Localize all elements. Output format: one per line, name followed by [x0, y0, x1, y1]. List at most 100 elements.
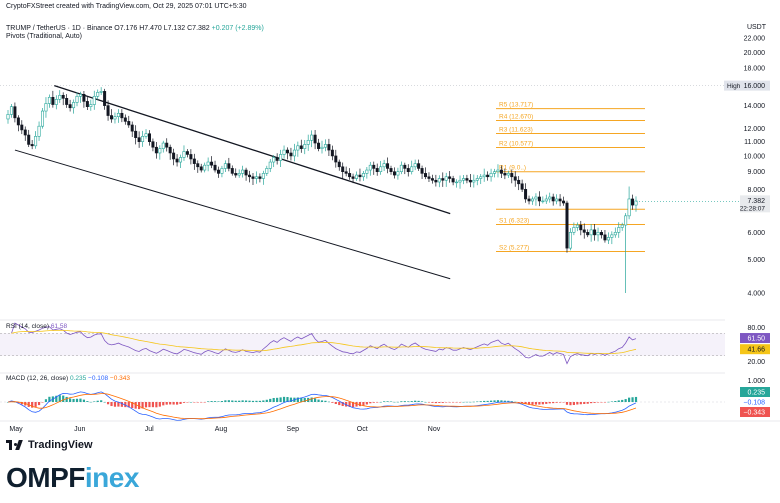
candle-body — [99, 91, 103, 93]
candle-body — [482, 174, 486, 178]
candle-body — [541, 200, 545, 203]
macd-histogram-bar — [217, 401, 220, 402]
macd-histogram-bar — [569, 402, 572, 406]
candle-body — [151, 141, 155, 148]
candle-body — [147, 133, 151, 142]
candle-body — [41, 110, 45, 127]
descending-channel — [14, 85, 451, 280]
candle-body — [310, 134, 314, 141]
macd-histogram-bar — [545, 402, 548, 404]
omp-finex-logo: OMPFinex — [6, 462, 139, 493]
candle-body — [20, 124, 24, 131]
candle-body — [627, 198, 631, 217]
candle-body — [330, 149, 334, 157]
candle-body — [9, 106, 13, 115]
low-value: L7.132 — [163, 25, 186, 32]
macd-histogram-bar — [448, 402, 451, 403]
candle-body — [6, 114, 10, 120]
macd-histogram-bar — [417, 400, 420, 402]
candle-body — [337, 161, 341, 168]
candle-body — [517, 179, 521, 185]
candle-body — [258, 176, 262, 179]
macd-histogram-bar — [6, 402, 10, 403]
macd-histogram-bar — [351, 402, 355, 408]
macd-histogram-bar — [272, 397, 275, 402]
candle-body — [327, 144, 331, 151]
macd-histogram-bar — [469, 401, 472, 403]
candle-body — [386, 163, 390, 169]
macd-histogram-bar — [189, 401, 192, 403]
candle-body — [51, 96, 55, 105]
candle-body — [617, 227, 621, 233]
macd-histogram-bar — [369, 402, 372, 404]
macd-histogram-bar — [120, 402, 123, 407]
high-value: H7.470 — [139, 25, 162, 32]
time-tick-label: Nov — [428, 426, 441, 433]
candle-body — [289, 152, 293, 157]
macd-histogram-bar — [265, 399, 268, 402]
macd-histogram-bar — [334, 402, 337, 405]
macd-histogram-bar — [300, 397, 303, 402]
macd-histogram-bar — [465, 401, 469, 403]
candle-body — [244, 169, 248, 176]
macd-histogram-bar — [531, 402, 534, 405]
macd-histogram-bar — [507, 400, 510, 402]
pivot-label-s2: S2 (5.277) — [499, 245, 529, 252]
macd-histogram-bar — [600, 402, 603, 403]
macd-histogram-bar — [327, 401, 331, 403]
candle-body — [213, 164, 217, 171]
macd-histogram-bar — [117, 402, 120, 407]
macd-histogram-bar — [37, 402, 41, 406]
candle-body — [261, 173, 265, 179]
price-chart: 22.000 20.000 18.000 16.000 14.000 12.000 11.0… — [0, 36, 780, 433]
macd-histogram-bar — [286, 397, 289, 402]
macd-histogram-bar — [393, 401, 396, 403]
macd-histogram-bar — [69, 398, 72, 402]
macd-histogram-bar — [48, 396, 51, 402]
candle-body — [375, 168, 379, 172]
macd-histogram-bar — [331, 402, 334, 403]
last-price-countdown: 22:28:07 — [740, 205, 766, 212]
pivot-label-r3: R3 (11.623) — [499, 126, 533, 133]
macd-histogram-bar — [379, 401, 382, 403]
candle-body — [558, 198, 562, 202]
macd-histogram-bar — [210, 401, 213, 402]
macd-histogram-bar — [79, 398, 82, 402]
candle-body — [68, 104, 72, 109]
macd-histogram-bar — [472, 401, 475, 403]
macd-histogram-bar — [65, 396, 68, 402]
candle-body — [575, 224, 579, 228]
macd-histogram-bar — [617, 400, 620, 402]
candle-body — [537, 196, 541, 202]
macd-histogram-bar — [627, 397, 631, 402]
high-label: High — [727, 83, 741, 90]
price-axis: 22.000 20.000 18.000 16.000 14.000 12.000 11.0… — [0, 36, 770, 298]
price-tick-label: 8.000 — [747, 187, 765, 194]
macd-histogram-bar — [162, 402, 165, 406]
candle-body — [196, 163, 200, 168]
price-tick-label: 22.000 — [744, 36, 766, 43]
price-tick-label: 12.000 — [744, 126, 766, 133]
tradingview-icon — [6, 440, 23, 450]
macd-histogram-bar — [621, 399, 624, 402]
macd-histogram-bar — [452, 402, 455, 403]
rsi-pane: 80.00 20.00 61.50 41.66 — [0, 319, 770, 366]
macd-value-box — [740, 387, 770, 397]
candle-body — [503, 173, 507, 176]
macd-histogram-bar — [431, 402, 434, 403]
last-price-value: 7.382 — [747, 198, 765, 205]
candle-body — [427, 176, 431, 179]
time-tick-label: Oct — [357, 426, 368, 433]
candle-body — [410, 166, 414, 172]
macd-histogram-bar — [324, 400, 327, 402]
macd-histogram-bar — [144, 402, 148, 408]
macd-histogram-bar — [610, 401, 613, 402]
candle-body — [144, 133, 148, 137]
pivots-indicator-label: Pivots (Traditional, Auto) — [6, 33, 82, 40]
candle-body — [72, 102, 76, 109]
macd-histogram-bar — [258, 400, 261, 402]
macd-histogram-bar — [317, 399, 320, 402]
candle-body — [348, 173, 352, 178]
candle-body — [230, 168, 234, 174]
candle-body — [282, 149, 286, 155]
